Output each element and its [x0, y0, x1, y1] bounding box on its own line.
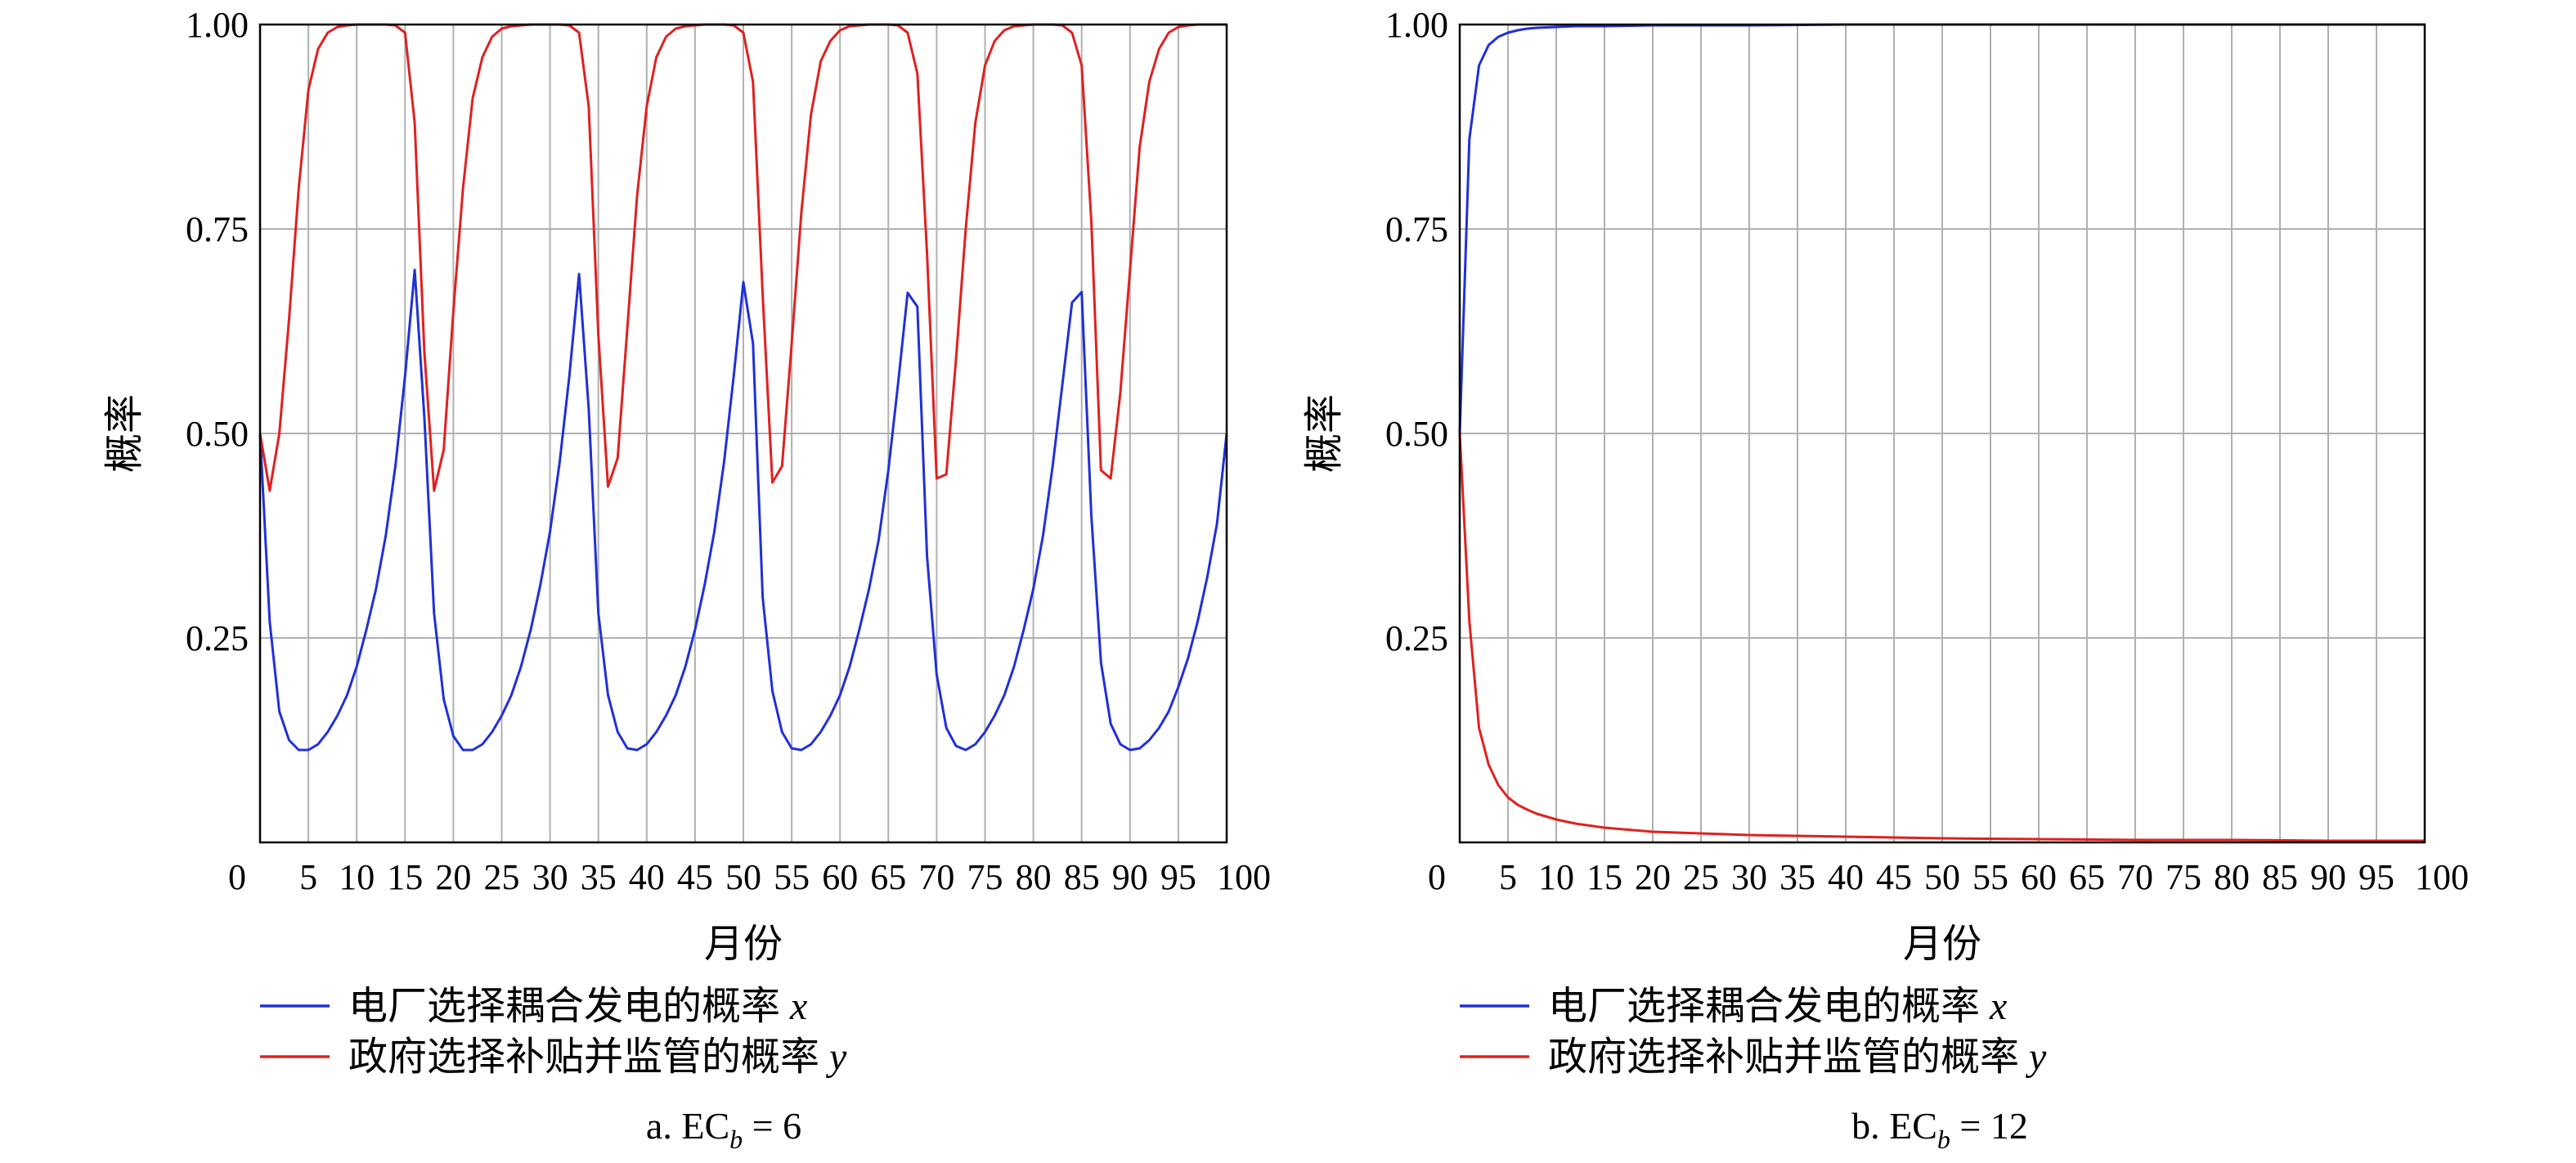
caption-subscript: b	[1937, 1125, 1950, 1154]
x-tick-label: 25	[1683, 857, 1719, 897]
x-tick-label: 0	[1428, 857, 1446, 897]
legend-variable: x	[789, 985, 807, 1028]
x-tick-label: 0	[228, 857, 246, 897]
y-axis-title: 概率	[1303, 394, 1346, 473]
x-tick-label: 75	[967, 857, 1003, 897]
x-tick-label: 40	[1828, 857, 1864, 897]
x-tick-label: 20	[435, 857, 471, 897]
x-tick-label: 100	[2415, 857, 2469, 897]
panel-caption: b. ECb = 12	[1851, 1105, 2028, 1154]
x-tick-label: 80	[1016, 857, 1052, 897]
legend: 电厂选择耦合发电的概率 x 政府选择补贴并监管的概率 y	[1460, 985, 2047, 1079]
caption-suffix: = 12	[1950, 1105, 2028, 1147]
x-tick-label: 60	[2021, 857, 2057, 897]
legend-label: 电厂选择耦合发电的概率 x	[1548, 985, 2007, 1028]
x-tick-label: 70	[2117, 857, 2153, 897]
legend-variable: x	[1989, 985, 2007, 1028]
x-tick-label: 35	[1779, 857, 1815, 897]
panel-caption: a. ECb = 6	[646, 1105, 801, 1154]
x-tick-label: 20	[1635, 857, 1671, 897]
legend-variable: y	[2025, 1035, 2047, 1079]
chart-panel-b: 0.25 0.50 0.75 1.00 0 5 10 15 20 25 30 35 40 45 50 55 60…	[1303, 5, 2469, 1154]
y-tick-label: 0.50	[186, 414, 249, 454]
x-tick-label: 10	[339, 857, 375, 897]
x-tick-label: 50	[1924, 857, 1960, 897]
x-axis-title: 月份	[704, 923, 783, 966]
x-tick-label: 45	[677, 857, 713, 897]
legend: 电厂选择耦合发电的概率 x 政府选择补贴并监管的概率 y	[260, 985, 847, 1079]
x-tick-label: 90	[1112, 857, 1148, 897]
y-tick-label: 1.00	[186, 5, 249, 45]
x-tick-label: 5	[299, 857, 317, 897]
x-tick-label: 85	[1064, 857, 1100, 897]
x-tick-label: 95	[2358, 857, 2394, 897]
caption-suffix: = 6	[743, 1105, 801, 1147]
x-tick-label: 95	[1160, 857, 1196, 897]
x-tick-label: 45	[1876, 857, 1912, 897]
x-tick-label: 90	[2310, 857, 2346, 897]
x-tick-label: 60	[822, 857, 858, 897]
chart-panel-a: 0.25 0.50 0.75 1.00 0 5 10 15 20 25 30 35 40 45 50 55 60…	[103, 5, 1271, 1154]
x-tick-label: 15	[387, 857, 423, 897]
y-tick-label: 0.50	[1385, 414, 1448, 454]
x-tick-label: 85	[2262, 857, 2298, 897]
legend-label: 电厂选择耦合发电的概率 x	[348, 985, 807, 1028]
plot-frame	[258, 23, 1228, 844]
x-tick-label: 55	[1972, 857, 2008, 897]
legend-label: 政府选择补贴并监管的概率 y	[1548, 1035, 2047, 1079]
plot-frame	[1458, 23, 2426, 844]
x-tick-label: 65	[870, 857, 906, 897]
x-axis-title: 月份	[1903, 923, 1981, 966]
y-tick-label: 0.75	[186, 209, 249, 249]
x-tick-label: 50	[725, 857, 761, 897]
x-tick-label: 80	[2214, 857, 2250, 897]
grid	[260, 25, 1227, 842]
x-tick-label: 10	[1538, 857, 1574, 897]
x-tick-label: 100	[1217, 857, 1271, 897]
x-tick-label: 55	[774, 857, 810, 897]
series-line-y	[1458, 433, 2425, 842]
y-tick-label: 0.25	[186, 618, 249, 658]
y-tick-label: 0.25	[1385, 618, 1448, 658]
legend-label: 政府选择补贴并监管的概率 y	[348, 1035, 847, 1079]
x-tick-label: 65	[2069, 857, 2105, 897]
y-axis-title: 概率	[103, 394, 146, 473]
legend-variable: y	[825, 1035, 847, 1079]
x-tick-label: 30	[532, 857, 568, 897]
y-tick-label: 1.00	[1385, 5, 1448, 45]
x-tick-label: 25	[484, 857, 520, 897]
x-tick-label: 30	[1731, 857, 1767, 897]
x-tick-label: 70	[918, 857, 954, 897]
x-tick-label: 40	[629, 857, 665, 897]
caption-subscript: b	[729, 1125, 743, 1154]
y-tick-label: 0.75	[1385, 209, 1448, 249]
x-tick-label: 35	[581, 857, 617, 897]
series-line-x	[258, 268, 1228, 752]
x-tick-label: 75	[2165, 857, 2201, 897]
x-tick-label: 15	[1586, 857, 1622, 897]
series-line-y	[258, 23, 1227, 492]
x-tick-label: 5	[1499, 857, 1517, 897]
grid	[1460, 25, 2425, 842]
